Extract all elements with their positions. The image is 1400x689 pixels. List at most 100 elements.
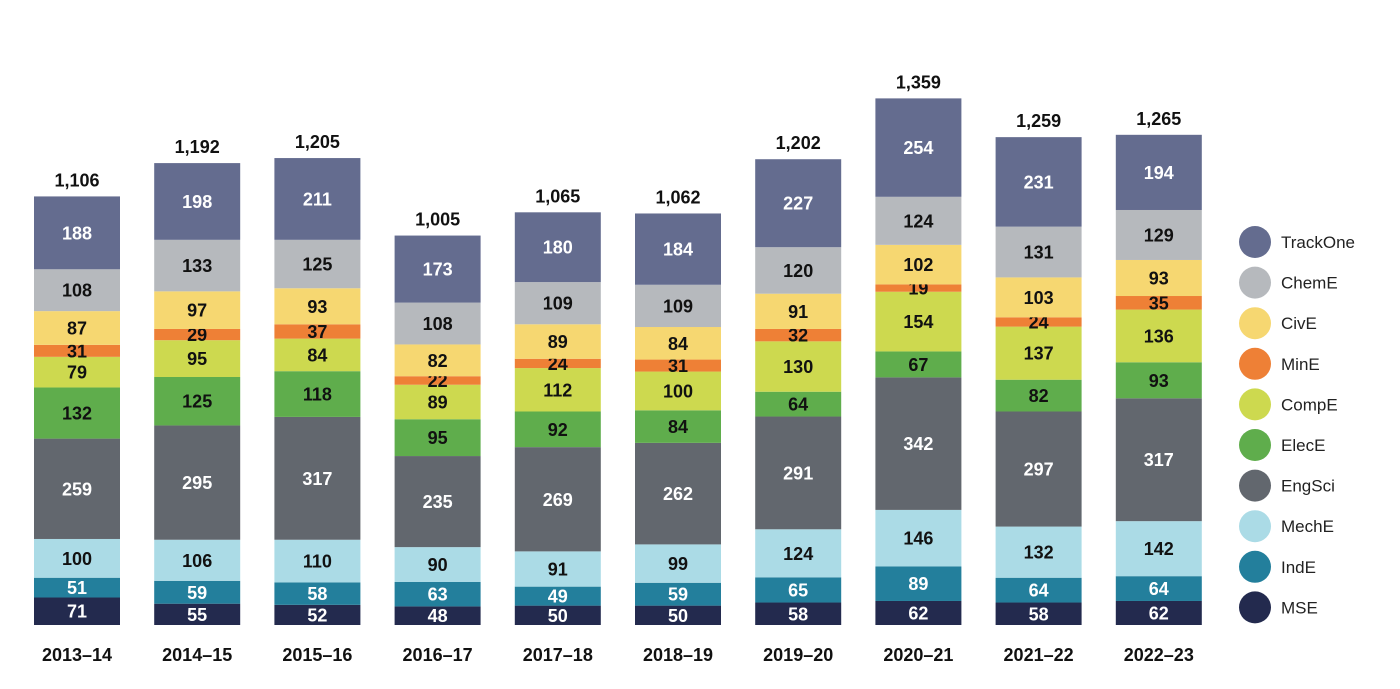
data-label-compe-2015-16: 84 bbox=[307, 345, 327, 365]
data-label-elece-2021-22: 82 bbox=[1029, 386, 1049, 406]
segment-engsci-2016-17 bbox=[394, 456, 481, 548]
data-label-mine-2014-15: 29 bbox=[187, 325, 207, 345]
legend: TrackOne ChemE CivE MinE CompE ElecE EngSci Mec… bbox=[1239, 226, 1355, 624]
segment-mse-2014-15 bbox=[154, 603, 241, 625]
x-tick-label-2014-15: 2014–15 bbox=[162, 645, 232, 665]
data-label-engsci-2020-21: 342 bbox=[903, 434, 933, 454]
legend-swatch-inde bbox=[1239, 550, 1271, 583]
segment-cheme-2022-23 bbox=[1115, 209, 1202, 260]
legend-label-trackone: TrackOne bbox=[1281, 233, 1355, 252]
segment-meche-2021-22 bbox=[995, 526, 1082, 578]
data-label-cheme-2016-17: 108 bbox=[423, 314, 453, 334]
total-label-2018-19: 1,062 bbox=[655, 187, 700, 207]
data-label-trackone-2020-21: 254 bbox=[903, 138, 933, 158]
segment-cheme-2018-19 bbox=[635, 284, 721, 328]
segment-mine-2020-21 bbox=[875, 284, 962, 292]
segment-engsci-2017-18 bbox=[514, 447, 601, 552]
segment-elece-2020-21 bbox=[875, 351, 962, 378]
data-label-mine-2015-16: 37 bbox=[307, 322, 327, 342]
segment-elece-2014-15 bbox=[154, 377, 241, 426]
data-label-engsci-2013-14: 259 bbox=[62, 479, 92, 499]
data-label-trackone-2022-23: 194 bbox=[1144, 163, 1174, 183]
data-label-inde-2013-14: 51 bbox=[67, 578, 87, 598]
segment-inde-2015-16 bbox=[274, 582, 361, 605]
segment-mse-2018-19 bbox=[635, 605, 721, 625]
legend-item-cheme: ChemE bbox=[1239, 266, 1338, 299]
segment-cheme-2020-21 bbox=[875, 196, 962, 245]
data-label-engsci-2019-20: 291 bbox=[783, 463, 813, 483]
data-label-trackone-2021-22: 231 bbox=[1024, 172, 1054, 192]
segment-trackone-2019-20 bbox=[755, 159, 842, 248]
segment-compe-2021-22 bbox=[995, 326, 1082, 380]
x-tick-label-2020-21: 2020–21 bbox=[883, 645, 953, 665]
segment-mine-2019-20 bbox=[755, 328, 842, 342]
data-label-trackone-2015-16: 211 bbox=[303, 189, 332, 209]
legend-label-cive: CivE bbox=[1281, 314, 1317, 333]
legend-label-engsci: EngSci bbox=[1281, 477, 1335, 496]
segment-cive-2015-16 bbox=[274, 288, 361, 325]
x-tick-label-2013-14: 2013–14 bbox=[42, 645, 112, 665]
bar-2019-20: 58 65 124 291 64 130 32 91 120 227 bbox=[755, 159, 842, 625]
legend-swatch-cheme bbox=[1239, 266, 1271, 299]
bar-2022-23: 62 64 142 317 93 136 35 93 129 194 bbox=[1115, 134, 1202, 625]
data-label-mse-2020-21: 62 bbox=[908, 603, 928, 623]
data-label-compe-2018-19: 100 bbox=[663, 381, 693, 401]
segment-elece-2017-18 bbox=[514, 411, 601, 448]
segment-inde-2021-22 bbox=[995, 577, 1082, 603]
legend-label-elece: ElecE bbox=[1281, 436, 1325, 455]
segment-compe-2018-19 bbox=[635, 371, 721, 411]
legend-label-inde: IndE bbox=[1281, 558, 1316, 577]
data-label-elece-2022-23: 93 bbox=[1149, 371, 1169, 391]
segment-mine-2016-17 bbox=[394, 376, 481, 385]
total-label-2022-23: 1,265 bbox=[1136, 109, 1181, 129]
data-label-cive-2017-18: 89 bbox=[548, 332, 568, 352]
legend-item-cive: CivE bbox=[1239, 307, 1317, 340]
data-label-cheme-2015-16: 125 bbox=[302, 255, 332, 275]
data-label-cive-2016-17: 82 bbox=[428, 351, 448, 371]
legend-item-mine: MinE bbox=[1239, 347, 1320, 380]
segment-meche-2014-15 bbox=[154, 539, 241, 581]
data-label-elece-2017-18: 92 bbox=[548, 420, 568, 440]
data-label-mse-2014-15: 55 bbox=[187, 605, 207, 625]
data-label-trackone-2018-19: 184 bbox=[663, 240, 693, 260]
segment-cheme-2017-18 bbox=[514, 282, 601, 325]
data-label-elece-2018-19: 84 bbox=[668, 417, 688, 437]
data-label-mse-2015-16: 52 bbox=[307, 605, 327, 625]
data-label-engsci-2017-18: 269 bbox=[543, 490, 573, 510]
data-label-mine-2021-22: 24 bbox=[1029, 312, 1049, 332]
segment-mse-2019-20 bbox=[755, 602, 842, 625]
data-label-cheme-2017-18: 109 bbox=[543, 294, 573, 314]
legend-label-compe: CompE bbox=[1281, 395, 1338, 414]
segment-engsci-2018-19 bbox=[635, 442, 721, 545]
data-label-cheme-2019-20: 120 bbox=[783, 261, 813, 281]
x-tick-label-2015-16: 2015–16 bbox=[282, 645, 352, 665]
segment-mse-2021-22 bbox=[995, 602, 1082, 625]
total-label-2020-21: 1,359 bbox=[896, 72, 941, 92]
data-label-cive-2015-16: 93 bbox=[307, 297, 327, 317]
data-label-mse-2018-19: 50 bbox=[668, 606, 688, 626]
x-tick-label-2016-17: 2016–17 bbox=[403, 645, 473, 665]
data-label-mse-2016-17: 48 bbox=[428, 606, 448, 626]
data-label-inde-2016-17: 63 bbox=[428, 585, 448, 605]
segment-mse-2016-17 bbox=[394, 606, 481, 625]
segment-elece-2013-14 bbox=[34, 387, 120, 439]
data-label-mse-2013-14: 71 bbox=[67, 602, 87, 622]
segment-trackone-2014-15 bbox=[154, 163, 241, 240]
segment-mse-2020-21 bbox=[875, 600, 962, 625]
segment-engsci-2019-20 bbox=[755, 416, 842, 530]
segment-meche-2017-18 bbox=[514, 551, 601, 587]
data-label-inde-2015-16: 58 bbox=[307, 584, 327, 604]
segment-mse-2015-16 bbox=[274, 604, 361, 625]
data-label-meche-2016-17: 90 bbox=[428, 555, 448, 575]
segment-elece-2022-23 bbox=[1115, 362, 1202, 399]
segment-mine-2021-22 bbox=[995, 317, 1082, 327]
segment-engsci-2013-14 bbox=[34, 438, 120, 539]
legend-item-meche: MechE bbox=[1239, 510, 1334, 543]
data-label-elece-2019-20: 64 bbox=[788, 395, 808, 415]
segment-mine-2017-18 bbox=[514, 358, 601, 369]
data-label-inde-2021-22: 64 bbox=[1029, 581, 1049, 601]
data-label-meche-2014-15: 106 bbox=[182, 551, 212, 571]
legend-label-cheme: ChemE bbox=[1281, 274, 1338, 293]
segment-engsci-2020-21 bbox=[875, 377, 962, 510]
